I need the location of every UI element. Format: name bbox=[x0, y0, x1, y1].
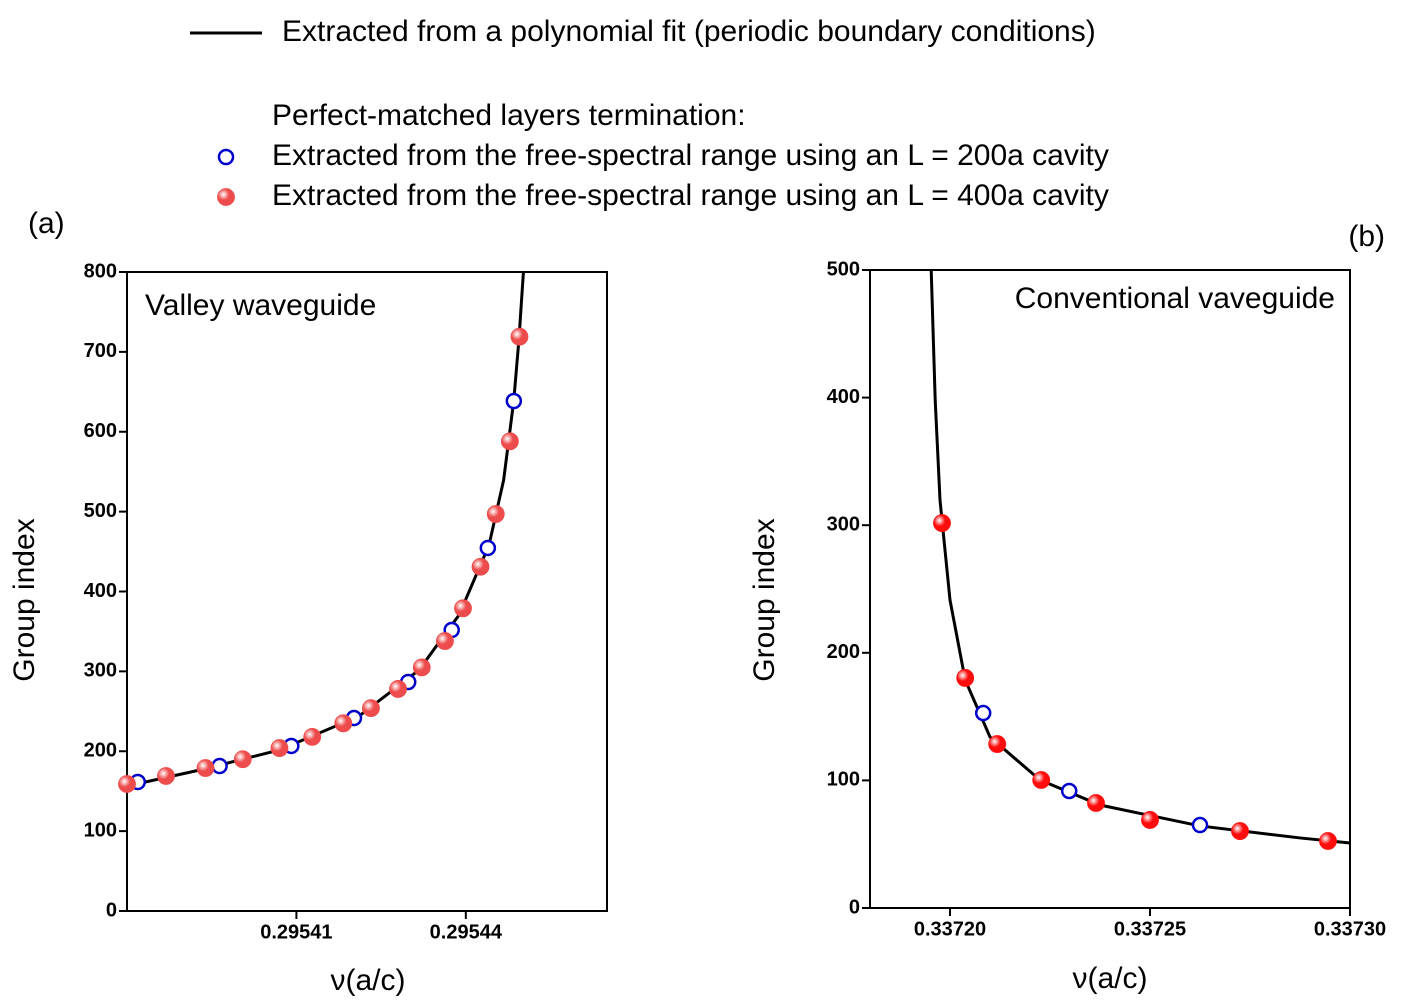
open-marker bbox=[211, 757, 228, 775]
x-tick-label: 0.33720 bbox=[914, 918, 986, 940]
legend-heading: Perfect-matched layers termination: bbox=[272, 99, 746, 132]
filled-marker bbox=[196, 759, 215, 777]
filled-marker bbox=[933, 514, 951, 532]
filled-marker bbox=[157, 767, 175, 785]
filled-marker bbox=[362, 699, 380, 718]
y-tick-label: 300 bbox=[84, 660, 117, 682]
panel-label: (b) bbox=[1348, 220, 1385, 253]
filled-marker bbox=[1032, 771, 1051, 789]
y-tick-label: 600 bbox=[84, 420, 117, 442]
filled-marker bbox=[471, 557, 490, 576]
y-tick-label: 400 bbox=[827, 386, 860, 408]
annotation: Conventional vaveguide bbox=[1015, 282, 1335, 315]
x-axis-label: ν(a/c) bbox=[1073, 962, 1148, 995]
filled-marker bbox=[500, 432, 519, 451]
filled-marker bbox=[436, 632, 454, 650]
y-tick-label: 500 bbox=[84, 500, 117, 522]
x-axis-label: ν(a/c) bbox=[331, 964, 406, 997]
y-axis-label: Group index bbox=[748, 518, 781, 681]
filled-marker bbox=[389, 680, 407, 698]
filled-marker bbox=[454, 599, 472, 618]
open-marker bbox=[505, 392, 523, 410]
filled-marker bbox=[510, 327, 529, 346]
x-tick-label: 0.33730 bbox=[1314, 918, 1386, 940]
x-tick-label: 0.29544 bbox=[430, 921, 503, 943]
y-tick-label: 200 bbox=[84, 740, 117, 762]
y-tick-label: 0 bbox=[106, 899, 117, 921]
legend-marker bbox=[217, 148, 235, 166]
filled-marker bbox=[1231, 822, 1249, 840]
y-tick-label: 300 bbox=[827, 513, 860, 535]
legend-marker bbox=[217, 188, 235, 206]
legend-label: Extracted from the free-spectral range u… bbox=[272, 179, 1109, 212]
legend-label: Extracted from a polynomial fit (periodi… bbox=[282, 15, 1096, 48]
y-tick-label: 800 bbox=[84, 260, 117, 282]
plot-frame bbox=[869, 269, 1351, 909]
annotation: Valley waveguide bbox=[145, 289, 376, 322]
filled-marker bbox=[1141, 811, 1159, 829]
filled-marker bbox=[956, 669, 975, 687]
y-tick-label: 700 bbox=[84, 340, 117, 362]
y-tick-label: 500 bbox=[827, 258, 860, 280]
open-marker bbox=[1191, 816, 1209, 834]
filled-marker bbox=[1087, 794, 1105, 812]
legend-label: Extracted from the free-spectral range u… bbox=[272, 139, 1109, 172]
open-marker bbox=[974, 704, 992, 722]
open-marker bbox=[1060, 782, 1078, 800]
plot-area bbox=[929, 270, 1351, 850]
fit-line bbox=[126, 272, 525, 788]
y-axis-label: Group index bbox=[8, 518, 41, 681]
x-tick-label: 0.33725 bbox=[1114, 918, 1186, 940]
filled-marker bbox=[1319, 832, 1337, 850]
plot-frame bbox=[126, 271, 608, 912]
filled-marker bbox=[486, 505, 505, 523]
y-tick-label: 100 bbox=[827, 769, 860, 791]
y-tick-label: 100 bbox=[84, 819, 117, 841]
panel-label: (a) bbox=[28, 207, 65, 240]
filled-marker bbox=[303, 727, 322, 746]
filled-marker bbox=[988, 735, 1007, 753]
filled-marker bbox=[118, 775, 136, 793]
plot-area bbox=[118, 272, 529, 793]
fit-line bbox=[929, 270, 1351, 845]
filled-marker bbox=[233, 750, 252, 769]
filled-marker bbox=[270, 739, 289, 757]
x-tick-label: 0.29541 bbox=[260, 921, 332, 943]
open-marker bbox=[479, 539, 497, 557]
y-tick-label: 200 bbox=[827, 641, 860, 663]
y-tick-label: 0 bbox=[849, 896, 860, 918]
filled-marker bbox=[412, 658, 431, 677]
y-tick-label: 400 bbox=[84, 580, 117, 602]
filled-marker bbox=[334, 714, 353, 733]
